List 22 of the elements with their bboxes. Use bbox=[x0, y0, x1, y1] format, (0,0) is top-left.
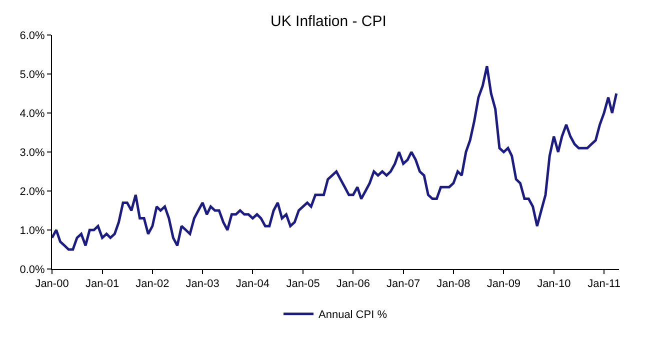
chart-title: UK Inflation - CPI bbox=[270, 12, 386, 30]
y-tick-label: 4.0% bbox=[20, 108, 46, 120]
x-tick-label: Jan-01 bbox=[85, 278, 120, 290]
y-tick-label: 6.0% bbox=[20, 30, 46, 42]
line-series bbox=[52, 64, 618, 251]
y-tick-label: 1.0% bbox=[20, 224, 46, 237]
x-tick-label: Jan-10 bbox=[537, 278, 571, 290]
x-tick-label: Jan-09 bbox=[486, 278, 521, 290]
x-tick-label: Jan-03 bbox=[186, 278, 220, 290]
x-tick-label: Jan-06 bbox=[336, 278, 370, 290]
x-tick-label: Jan-00 bbox=[35, 278, 69, 290]
y-tick-label: 2.0% bbox=[20, 186, 46, 198]
x-tick-label: Jan-04 bbox=[236, 278, 270, 290]
x-tick-label: Jan-02 bbox=[136, 278, 170, 290]
x-tick-label: Jan-05 bbox=[286, 278, 320, 290]
y-tick-label: 3.0% bbox=[20, 146, 46, 159]
x-tick-label: Jan-11 bbox=[588, 278, 620, 290]
x-tick-label: Jan-08 bbox=[436, 278, 470, 290]
x-tick-label: Jan-07 bbox=[386, 278, 420, 290]
y-tick-label: 5.0% bbox=[20, 68, 46, 81]
y-tick-label: 0.0% bbox=[20, 264, 46, 276]
legend-label: Annual CPI % bbox=[318, 309, 388, 322]
